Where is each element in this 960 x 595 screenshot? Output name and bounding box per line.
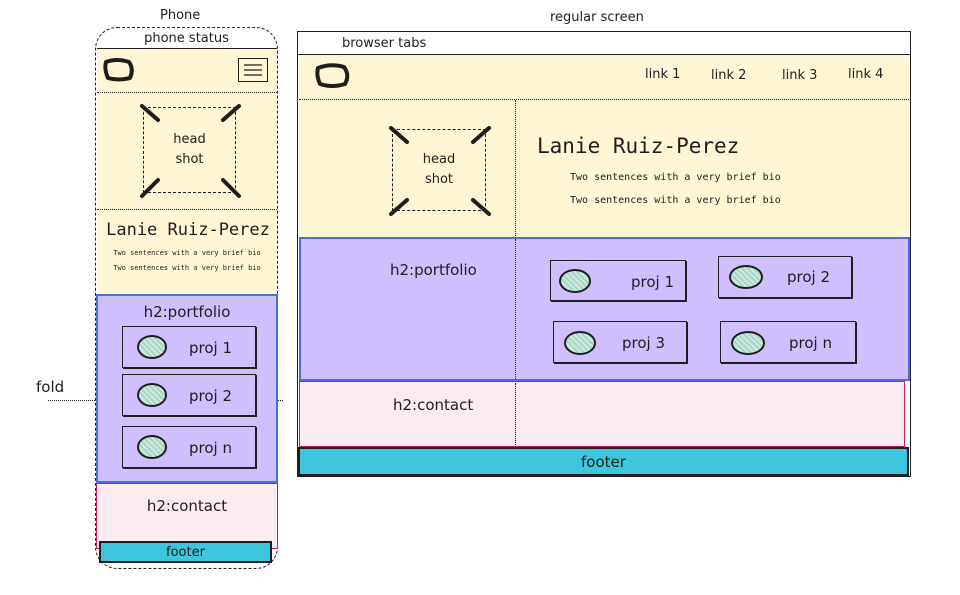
desktop-contact-heading: h2:contact (393, 396, 474, 414)
headshot-placeholder-icon (389, 126, 491, 216)
phone-project-label: proj 1 (189, 339, 233, 357)
desktop-project-label: proj 2 (787, 268, 831, 286)
headshot-placeholder-icon (140, 104, 241, 198)
phone-name: Lanie Ruiz-Perez (106, 220, 270, 240)
phone-footer: footer (99, 541, 272, 563)
phone-hero-divider (97, 209, 277, 210)
desktop-column-divider-portfolio (515, 239, 516, 379)
desktop-bio-line-1: Two sentences with a very brief bio (570, 172, 781, 183)
project-thumbnail-icon (137, 435, 167, 459)
phone-headshot-placeholder: head shot (140, 104, 241, 198)
desktop-headshot-label: head shot (422, 152, 456, 187)
phone-bio-line-2: Two sentences with a very brief bio (113, 264, 261, 272)
desktop-portfolio-heading: h2:portfolio (390, 261, 477, 279)
browser-tabs-bar[interactable]: browser tabs (342, 36, 427, 51)
phone-project-card-n[interactable]: proj n (122, 426, 256, 468)
browser-tabs-divider (298, 54, 910, 55)
phone-project-label: proj 2 (189, 387, 233, 405)
desktop-contact-section (299, 381, 905, 447)
phone-contact-section (96, 483, 278, 549)
phone-status-bar: phone status (144, 30, 229, 46)
project-thumbnail-icon (137, 335, 167, 359)
phone-project-label: proj n (189, 439, 232, 457)
desktop-project-card-1[interactable]: proj 1 (550, 260, 686, 301)
phone-headshot-label: head shot (173, 132, 206, 167)
desktop-project-label: proj 1 (631, 273, 675, 291)
regular-screen-title: regular screen (550, 10, 644, 25)
phone-bio-line-1: Two sentences with a very brief bio (113, 249, 261, 257)
desktop-footer: footer (298, 447, 909, 476)
phone-status-divider (97, 48, 277, 49)
desktop-frame (297, 31, 911, 477)
nav-link-2[interactable]: link 2 (711, 68, 747, 83)
desktop-project-card-2[interactable]: proj 2 (718, 256, 852, 298)
desktop-headshot-placeholder: head shot (389, 126, 491, 216)
desktop-project-card-n[interactable]: proj n (720, 321, 856, 363)
desktop-project-label: proj 3 (622, 334, 666, 352)
fold-label: fold (36, 378, 65, 396)
project-thumbnail-icon (559, 269, 591, 293)
project-thumbnail-icon (564, 331, 596, 355)
desktop-name: Lanie Ruiz-Perez (537, 134, 740, 158)
desktop-project-label: proj n (789, 334, 832, 352)
phone-hero-section (97, 49, 277, 294)
phone-contact-heading: h2:contact (146, 497, 228, 515)
phone-portfolio-heading: h2:portfolio (143, 303, 231, 321)
hamburger-menu-icon[interactable] (238, 58, 268, 82)
phone-project-card-2[interactable]: proj 2 (122, 374, 256, 416)
phone-title: Phone (160, 8, 201, 23)
phone-nav-divider (97, 92, 277, 93)
nav-link-1[interactable]: link 1 (645, 67, 681, 82)
nav-link-4[interactable]: link 4 (848, 67, 884, 82)
desktop-nav-divider (299, 99, 909, 100)
desktop-bio-line-2: Two sentences with a very brief bio (570, 195, 781, 206)
desktop-project-card-3[interactable]: proj 3 (553, 321, 687, 363)
project-thumbnail-icon (137, 383, 167, 407)
logo-icon[interactable] (313, 62, 353, 90)
nav-link-3[interactable]: link 3 (782, 68, 818, 83)
logo-icon[interactable] (101, 57, 137, 83)
project-thumbnail-icon (729, 265, 763, 289)
phone-project-card-1[interactable]: proj 1 (122, 326, 256, 368)
project-thumbnail-icon (731, 331, 765, 355)
desktop-column-divider-contact (515, 383, 516, 445)
